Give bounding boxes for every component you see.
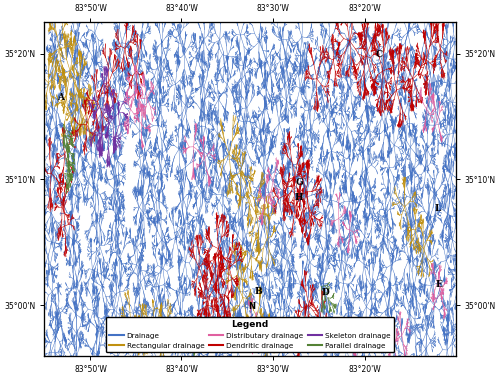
Text: C: C bbox=[376, 50, 382, 59]
Text: N: N bbox=[248, 302, 256, 310]
Legend: Drainage, Rectangular drainage, Distributary drainage, Dendritic drainage, Skele: Drainage, Rectangular drainage, Distribu… bbox=[106, 317, 395, 352]
Text: E: E bbox=[435, 280, 442, 288]
Text: A: A bbox=[57, 93, 64, 102]
Text: H: H bbox=[295, 193, 304, 202]
Text: 5: 5 bbox=[282, 341, 286, 350]
Text: G: G bbox=[296, 178, 303, 187]
Text: D: D bbox=[321, 288, 329, 297]
Text: F: F bbox=[188, 328, 195, 338]
Text: B: B bbox=[254, 287, 262, 296]
Text: 0: 0 bbox=[256, 341, 260, 350]
Text: km: km bbox=[265, 345, 277, 354]
Text: L: L bbox=[434, 204, 440, 213]
